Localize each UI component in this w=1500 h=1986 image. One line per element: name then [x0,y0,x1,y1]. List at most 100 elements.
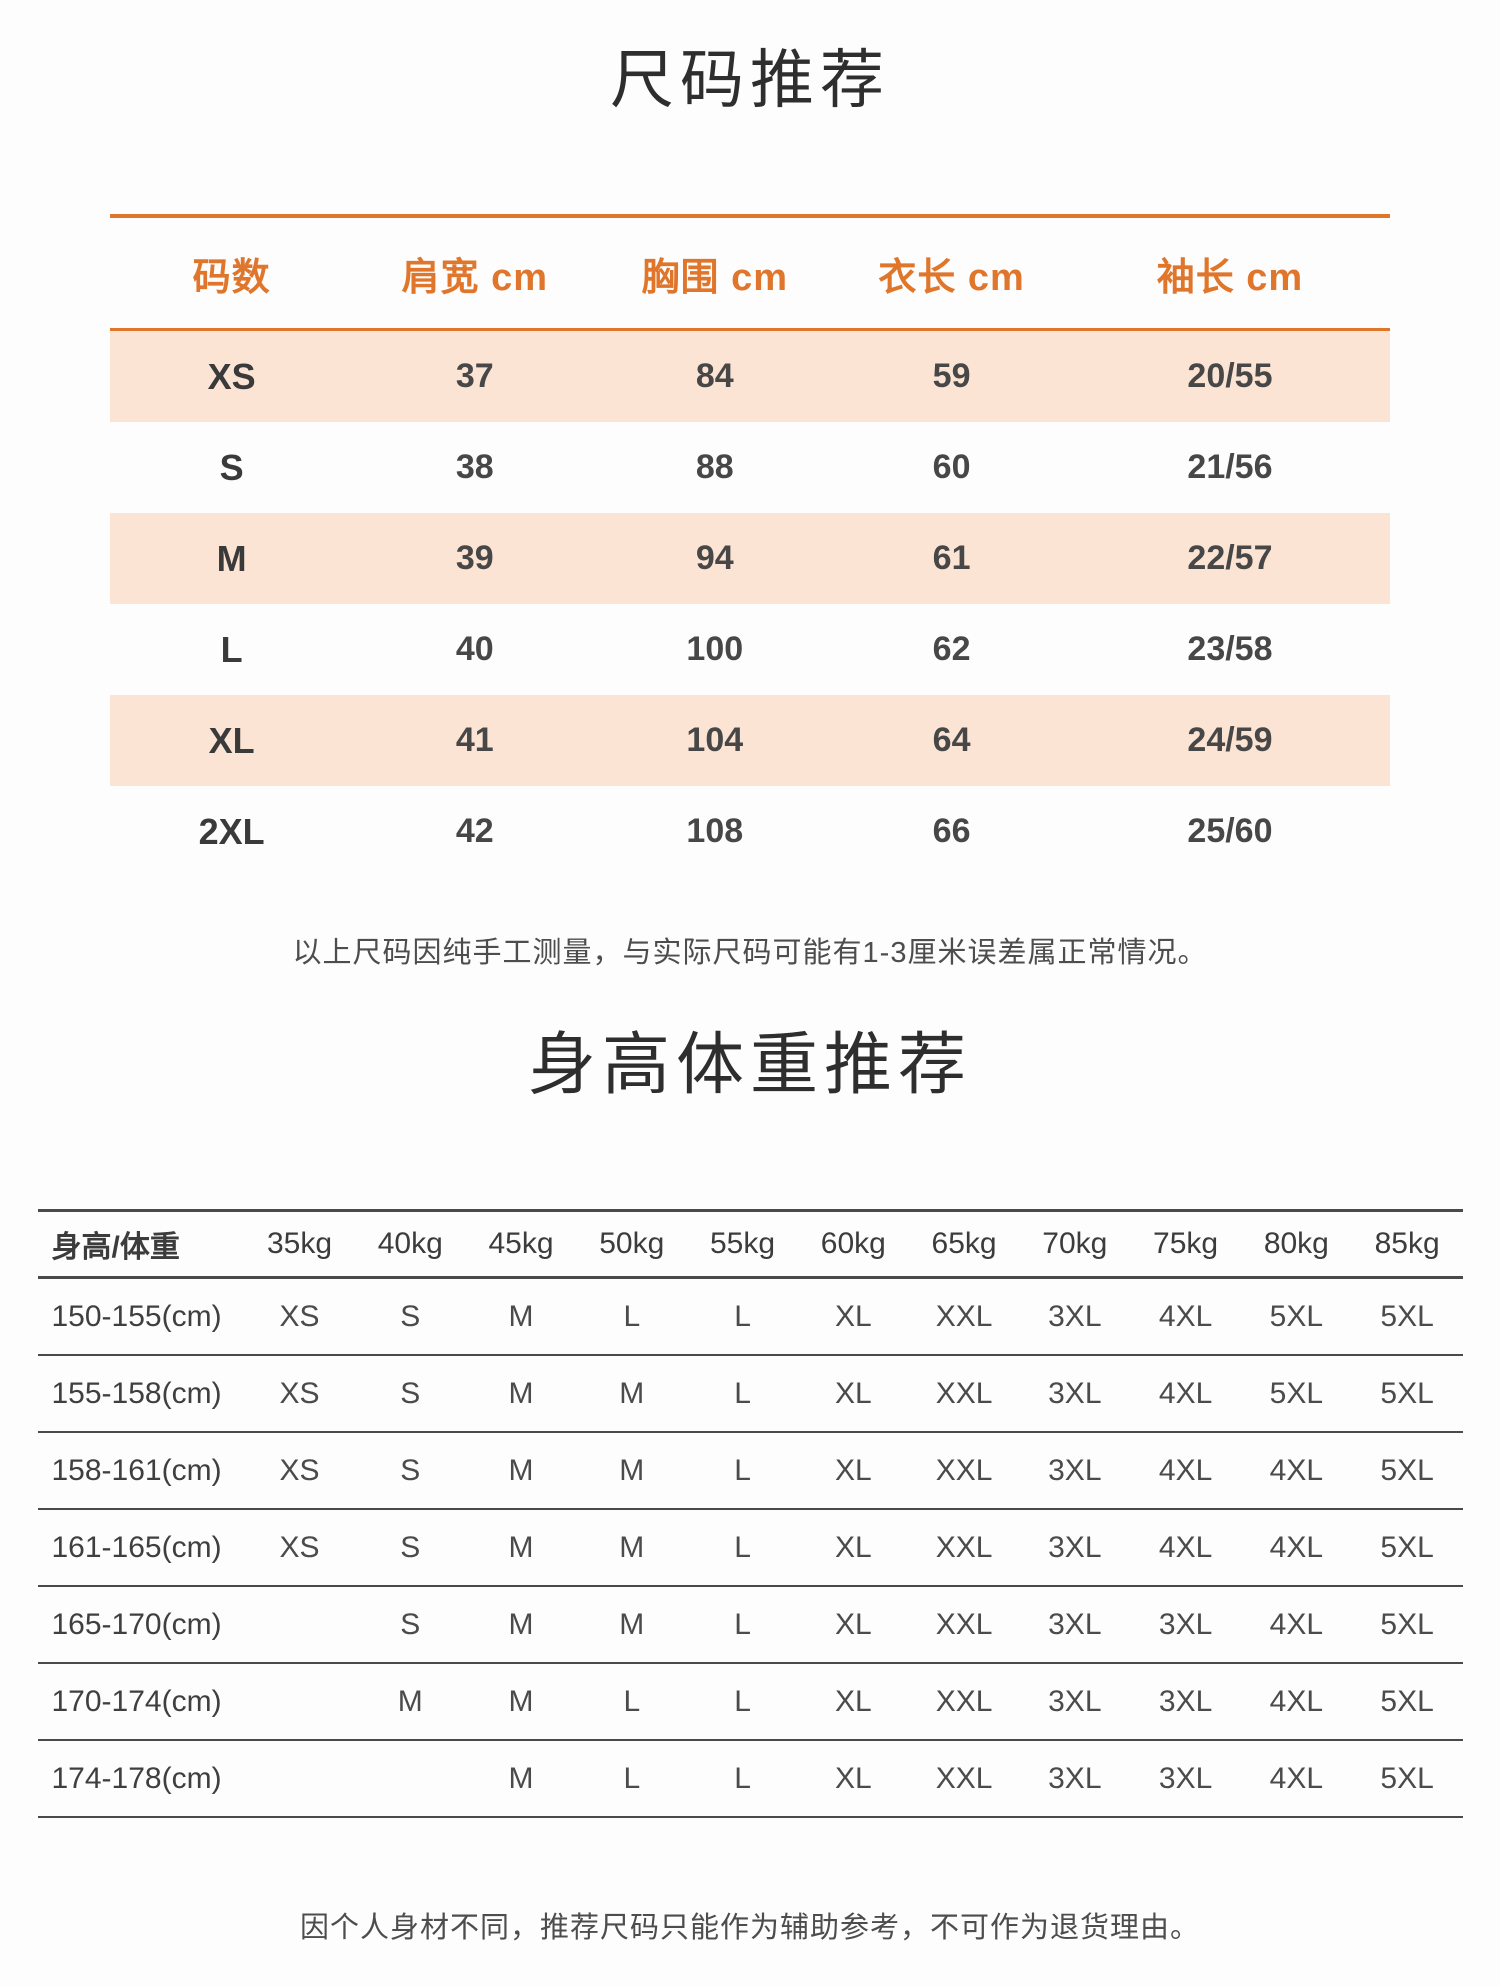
table-row: XL 41 104 64 24/59 [110,695,1390,786]
table-cell: XL [834,1299,872,1333]
height-range-cell: 165-170(cm) [51,1607,222,1641]
size-table-header-cell: 码数 [192,256,271,299]
table-row: 155-158(cm) XS S M M L XL XXL 3XL 4XL 5XL 5XL [37,1356,1463,1433]
table-cell: 41 [455,721,494,759]
height-range-cell: 158-161(cm) [51,1453,222,1487]
table-cell: 60 [932,448,971,486]
table-cell: 3XL [1158,1684,1213,1718]
size-table-header-cell: 袖长 cm [1156,256,1304,299]
height-range-cell: 174-178(cm) [51,1761,222,1795]
table-row: M 39 94 61 22/57 [110,513,1390,604]
table-row: 161-165(cm) XS S M M L XL XXL 3XL 4XL 4XL 5XL [37,1510,1463,1587]
table-cell: 4XL [1269,1453,1324,1487]
table-cell: M [619,1376,645,1410]
table-cell: 66 [932,812,971,850]
table-cell: 4XL [1158,1453,1213,1487]
table-cell: 62 [932,630,971,668]
table-cell: 4XL [1269,1607,1324,1641]
height-weight-header-row: 身高/体重 35kg 40kg 45kg 50kg 55kg 60kg 65kg 70kg 75k… [37,1209,1463,1279]
table-cell: L [623,1761,641,1795]
table-cell: XXL [935,1376,993,1410]
table-row: 158-161(cm) XS S M M L XL XXL 3XL 4XL 4XL 5XL [37,1433,1463,1510]
table-cell: XXL [935,1607,993,1641]
table-row: 174-178(cm) M L L XL XXL 3XL 3XL 4XL 5XL [37,1741,1463,1818]
table-cell: M [508,1684,534,1718]
table-cell: 4XL [1269,1530,1324,1564]
table-cell: 84 [695,357,734,395]
table-cell: 3XL [1048,1376,1102,1410]
size-table-header-row: 码数 肩宽 cm 胸围 cm 衣长 cm 袖长 cm [110,214,1390,331]
table-cell: XXL [935,1530,993,1564]
height-weight-header-cell: 35kg [266,1227,333,1260]
size-table-body: XS 37 84 59 20/55 S 38 88 60 21/56 M 39 94 61 22/57 L 40… [110,331,1390,877]
height-weight-header-cell: 75kg [1153,1227,1219,1260]
size-table-header-cell: 肩宽 cm [401,256,549,299]
size-table-header-cell: 衣长 cm [878,256,1025,299]
table-cell: M [397,1684,423,1718]
table-cell: 22/57 [1187,539,1273,577]
table-cell: L [734,1299,751,1333]
table-cell: XL [834,1530,872,1564]
table-cell: 5XL [1380,1684,1434,1718]
table-cell: 21/56 [1187,448,1273,486]
table-cell: M [619,1607,645,1641]
table-cell: 37 [455,357,494,395]
height-weight-table: 身高/体重 35kg 40kg 45kg 50kg 55kg 60kg 65kg 70kg 75k… [37,1209,1463,1818]
table-cell: M [508,1299,534,1333]
table-cell: 3XL [1048,1761,1102,1795]
height-weight-table-body: 150-155(cm) XS S M L L XL XXL 3XL 4XL 5XL 5XL 155-15… [37,1279,1463,1818]
table-cell: 108 [686,812,744,850]
table-cell: 20/55 [1187,357,1273,395]
table-cell: 5XL [1380,1453,1434,1487]
table-cell: 25/60 [1187,812,1273,850]
size-table: 码数 肩宽 cm 胸围 cm 衣长 cm 袖长 cm XS 37 84 59 20/55 S 38 8… [110,214,1390,877]
table-cell: L [734,1684,751,1718]
table-cell: L [734,1761,751,1795]
height-range-cell: 161-165(cm) [51,1530,222,1564]
table-cell: 4XL [1269,1684,1324,1718]
height-weight-header-cell: 85kg [1374,1227,1440,1260]
table-cell: XXL [935,1684,993,1718]
table-cell: XL [834,1607,872,1641]
table-cell: 23/58 [1187,630,1273,668]
height-range-cell: 170-174(cm) [51,1684,222,1718]
size-label-cell: S [219,446,244,488]
table-cell: 5XL [1380,1530,1434,1564]
height-range-cell: 155-158(cm) [51,1376,222,1410]
table-cell: 3XL [1158,1607,1213,1641]
table-cell: M [619,1453,645,1487]
table-cell: XS [279,1376,320,1410]
table-cell: 5XL [1269,1299,1324,1333]
height-weight-header-cell: 40kg [377,1227,443,1260]
height-weight-header-cell: 50kg [599,1227,665,1260]
table-cell: M [508,1453,534,1487]
table-cell: 3XL [1048,1299,1102,1333]
table-cell: 4XL [1269,1761,1324,1795]
size-table-header-cell: 胸围 cm [641,256,789,299]
table-row: 150-155(cm) XS S M L L XL XXL 3XL 4XL 5XL 5XL [37,1279,1463,1356]
size-section-title: 尺码推荐 [610,44,890,116]
table-cell: 94 [695,539,734,577]
table-cell: 3XL [1048,1530,1102,1564]
height-weight-header-cell: 70kg [1042,1227,1108,1260]
table-row: L 40 100 62 23/58 [110,604,1390,695]
height-weight-note: 因个人身材不同，推荐尺码只能作为辅助参考，不可作为退货理由。 [299,1912,1200,1944]
height-weight-header-cell: 45kg [488,1227,554,1260]
table-cell: 64 [932,721,971,759]
table-cell: XS [279,1453,320,1487]
height-weight-header-cell: 60kg [820,1227,886,1260]
table-cell: 4XL [1158,1376,1213,1410]
table-cell: 4XL [1158,1530,1213,1564]
size-label-cell: XL [208,719,255,761]
size-label-cell: 2XL [198,810,265,852]
table-cell: XXL [935,1761,993,1795]
table-cell: 100 [686,630,744,668]
table-cell: XXL [935,1453,993,1487]
table-cell: 5XL [1269,1376,1324,1410]
table-cell: M [508,1530,534,1564]
table-cell: XL [834,1376,872,1410]
table-cell: 24/59 [1187,721,1273,759]
table-row: 170-174(cm) M M L L XL XXL 3XL 3XL 4XL 5XL [37,1664,1463,1741]
table-cell: 4XL [1158,1299,1213,1333]
table-cell: 38 [455,448,494,486]
